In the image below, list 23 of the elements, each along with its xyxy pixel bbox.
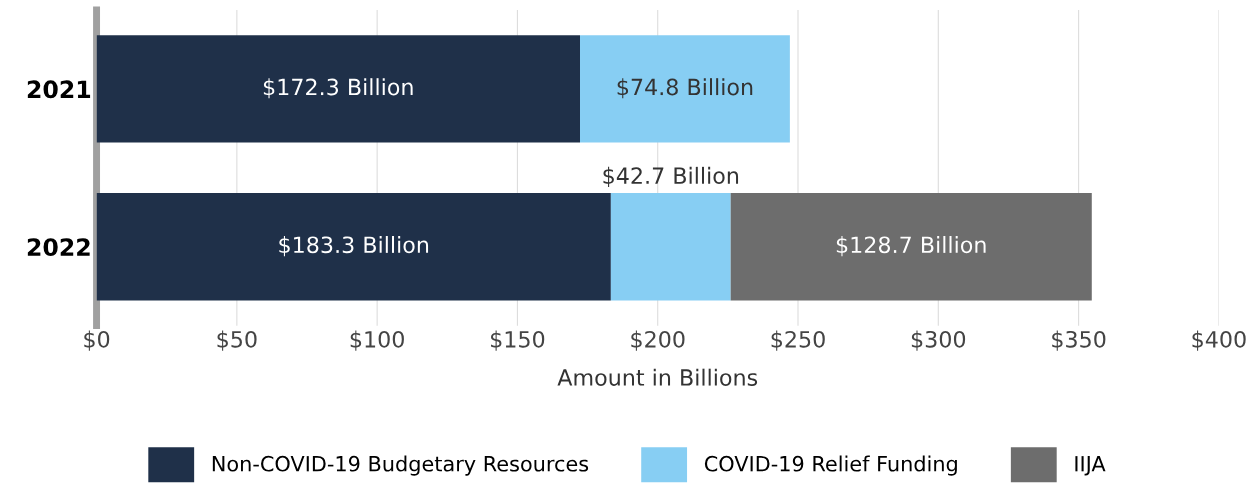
x-tick-label: $50 [217,330,257,351]
data-label: $74.8 Billion [617,78,753,99]
legend-label: COVID-19 Relief Funding [704,455,957,476]
data-label: $183.3 Billion [279,235,429,257]
x-tick-label: $250 [771,330,825,351]
data-label: $128.7 Billion [836,235,986,257]
legend-label: IIJA [1075,456,1106,476]
x-tick-label: $200 [631,330,685,351]
x-tick-label: $350 [1052,330,1106,351]
x-tick-label: $100 [350,330,404,351]
data-label: $42.7 Billion [603,166,739,187]
x-tick-label: $400 [1192,330,1246,351]
legend-label: Non-COVID-19 Budgetary Resources [212,455,589,476]
y-tick-label: 2022 [27,238,90,257]
x-tick-label: $0 [84,330,110,351]
x-tick-label: $300 [911,330,966,351]
y-tick-label: 2021 [27,80,91,99]
bar [610,193,731,301]
bar [580,35,790,143]
bar [730,193,1092,301]
data-label: $172.3 Billion [263,78,413,99]
x-axis-title: Amount in Billions [557,368,758,386]
x-tick-label: $150 [491,330,545,351]
